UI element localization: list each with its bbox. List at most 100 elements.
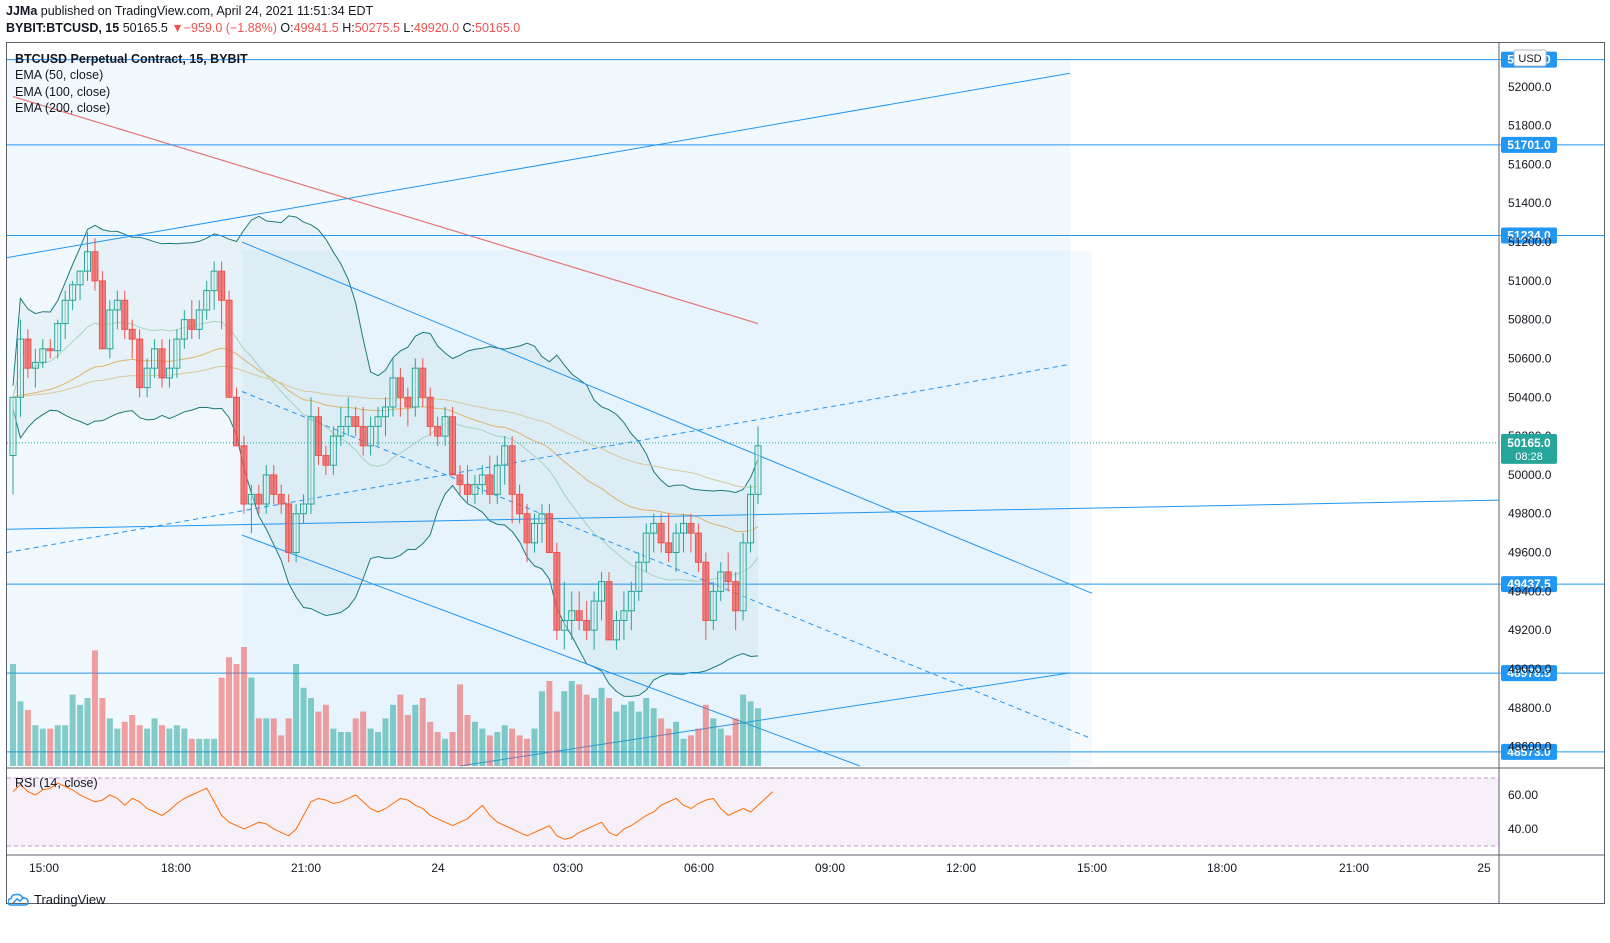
candle: [598, 571, 606, 621]
volume-bar: [516, 735, 523, 766]
candle: [627, 581, 635, 631]
last-price-label: 50165.0: [1507, 436, 1551, 450]
candle-body: [158, 348, 166, 379]
candle: [605, 571, 613, 641]
candle: [747, 484, 755, 553]
volume-bar: [144, 728, 151, 766]
candle-body: [367, 425, 375, 447]
volume-bar: [345, 732, 352, 766]
candle: [76, 270, 84, 301]
candle-body: [672, 532, 680, 554]
price-tick: 49400.0: [1508, 584, 1552, 598]
candle-body: [180, 319, 188, 340]
candle: [620, 591, 628, 640]
candle-body: [277, 493, 285, 505]
time-tick: 18:00: [161, 861, 191, 875]
candle-body: [635, 561, 643, 592]
candle: [635, 552, 643, 602]
candle: [300, 494, 308, 524]
candle: [16, 319, 24, 417]
candle-body: [91, 251, 99, 282]
volume-bar: [322, 704, 329, 766]
volume-bar: [106, 718, 113, 766]
volume-bar: [553, 711, 560, 766]
candle-body: [352, 416, 360, 427]
volume-bar: [285, 718, 292, 766]
candle: [456, 465, 464, 495]
candle: [717, 562, 725, 602]
candle-body: [531, 522, 538, 544]
candle-body: [173, 338, 181, 369]
candle-body: [143, 367, 151, 389]
level-badge-4: [1501, 665, 1557, 682]
volume-bar: [10, 664, 16, 766]
volume-bar: [300, 687, 307, 766]
volume-bar: [263, 718, 270, 766]
candle-body: [24, 338, 32, 369]
candle: [218, 261, 226, 330]
candle: [575, 591, 583, 631]
candle-body: [739, 542, 747, 612]
currency-label: USD: [1518, 53, 1541, 65]
candle: [337, 407, 345, 446]
candle-body: [247, 493, 255, 505]
candle-body: [255, 493, 263, 505]
volume-bar: [680, 738, 687, 766]
candle: [31, 348, 39, 388]
candle: [165, 339, 173, 388]
volume-bar: [24, 709, 31, 766]
candle: [493, 455, 501, 505]
price-tick: 49800.0: [1508, 507, 1552, 521]
volume-bar: [62, 725, 69, 766]
price-tick: 50000.0: [1508, 468, 1552, 482]
candle-body: [374, 416, 382, 427]
candle: [106, 300, 114, 359]
volume-bar: [173, 725, 180, 766]
volume-bar: [69, 694, 76, 766]
volume-bar: [375, 732, 382, 766]
volume-bar: [240, 647, 247, 766]
time-tick: 12:00: [946, 861, 976, 875]
candle-body: [106, 309, 114, 350]
time-tick: 21:00: [291, 861, 321, 875]
candle: [69, 280, 77, 310]
candle: [441, 407, 449, 446]
candle: [404, 387, 412, 427]
candle: [46, 339, 54, 359]
volume-bar: [702, 704, 709, 766]
volume-bar: [449, 732, 456, 766]
legend-ema200[interactable]: EMA (200, close): [15, 101, 111, 115]
volume-bar: [613, 711, 620, 766]
candle-body: [396, 377, 404, 398]
volume-bar: [233, 664, 240, 766]
volume-bar: [620, 704, 627, 766]
candle-body: [598, 581, 606, 602]
candle: [84, 232, 91, 281]
legend-ema100[interactable]: EMA (100, close): [15, 85, 111, 99]
candle: [262, 465, 270, 514]
candle-body: [419, 367, 427, 398]
candle-body: [136, 338, 144, 389]
candle-body: [121, 299, 129, 330]
chart-frame[interactable]: [6, 42, 1605, 904]
price-tick: 52000.0: [1508, 80, 1552, 94]
candle-body: [322, 455, 330, 466]
legend-rsi[interactable]: RSI (14, close): [15, 776, 98, 790]
candle: [702, 552, 710, 640]
level-label-4: 48978.5: [1507, 666, 1551, 680]
volume-bar: [196, 738, 203, 766]
candle: [724, 552, 732, 592]
legend-ema50[interactable]: EMA (50, close): [15, 68, 104, 82]
candle-body: [188, 319, 196, 330]
volume-bar: [47, 728, 54, 766]
candle-body: [128, 328, 136, 340]
volume-bar: [635, 711, 642, 766]
candle: [471, 474, 479, 505]
candle: [531, 513, 538, 553]
volume-bar: [591, 698, 598, 766]
volume-bar: [203, 738, 210, 766]
trendline-upper: [6, 72, 1071, 259]
tradingview-logo[interactable]: TradingView: [8, 892, 106, 907]
candle-body: [493, 464, 501, 495]
